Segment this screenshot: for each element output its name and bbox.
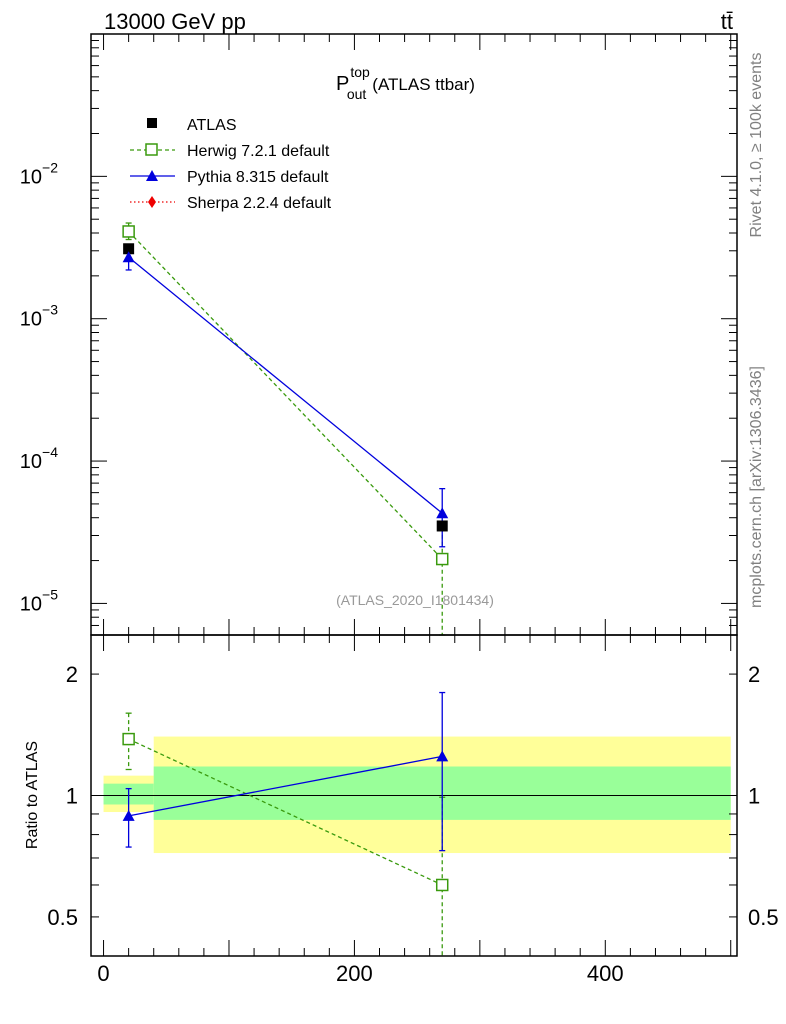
main-marker-atlas-0 (123, 243, 135, 255)
energy-label: 13000 GeV pp (104, 9, 246, 34)
legend-label-sherpa: Sherpa 2.2.4 default (187, 195, 332, 212)
legend-entry-atlas: ATLAS (147, 117, 237, 134)
ratio-line-pythia (128, 755, 443, 817)
process-label: tt̄ (721, 9, 733, 34)
main-ytick-label-1: 10−3 (20, 302, 58, 331)
ytick-exponent: −3 (42, 302, 58, 318)
ytick-exponent: −5 (42, 586, 58, 602)
legend-marker-sherpa (148, 196, 156, 208)
ratio-marker-pythia-0 (122, 809, 135, 821)
main-ytick-label-2: 10−4 (20, 444, 58, 473)
title-sup: top (350, 64, 370, 80)
axis-ticks (91, 33, 737, 957)
main-marker-pythia-0 (122, 251, 135, 263)
ratio-ytick-label-right-0: 2 (748, 662, 760, 687)
legend-label-herwig: Herwig 7.2.1 default (187, 143, 330, 160)
mcplots-label: mcplots.cern.ch [arXiv:1306.3436] (748, 366, 765, 608)
legend-marker-herwig (145, 143, 158, 156)
title-rest: (ATLAS ttbar) (372, 75, 475, 94)
axis-labels: 10−210−310−410−52 21 10.5 0.50 200 400 (20, 159, 779, 986)
data-markers (122, 225, 449, 892)
xtick-label-0: 0 (97, 961, 109, 986)
legend-marker-pythia (146, 170, 158, 181)
ratio-ytick-label-left-1: 1 (66, 784, 78, 809)
ytick-exponent: −2 (42, 159, 58, 175)
legend-marker-atlas (147, 118, 157, 128)
xtick-label-1: 200 (336, 961, 373, 986)
ratio-axis-label: Ratio to ATLAS (24, 741, 41, 849)
ratio-line-herwig (128, 738, 443, 886)
main-ytick-label-0: 10−2 (20, 159, 58, 188)
main-line-herwig (128, 231, 443, 560)
main-marker-atlas-1 (436, 520, 448, 532)
ratio-plot-frame (90, 634, 738, 957)
legend-entry-herwig: Herwig 7.2.1 default (130, 143, 330, 160)
ytick-base: 10 (20, 451, 42, 473)
main-line-pythia (128, 256, 443, 514)
ytick-base: 10 (20, 166, 42, 188)
main-marker-pythia-1 (436, 507, 449, 519)
xtick-label-2: 400 (587, 961, 624, 986)
main-marker-herwig-0 (122, 225, 135, 238)
ratio-marker-herwig-0 (122, 732, 135, 746)
legend-label-atlas: ATLAS (187, 117, 237, 134)
ratio-ytick-label-left-0: 2 (66, 662, 78, 687)
ratio-marker-herwig-1 (435, 878, 449, 892)
ytick-base: 10 (20, 309, 42, 331)
ratio-marker-pythia-1 (436, 750, 449, 762)
ratio-ytick-label-right-2: 0.5 (748, 905, 779, 930)
title-sub: out (347, 86, 367, 102)
ytick-exponent: −4 (42, 444, 58, 460)
title-main: P (336, 73, 349, 95)
main-ytick-label-3: 10−5 (20, 586, 58, 615)
ratio-ytick-label-left-2: 0.5 (47, 905, 78, 930)
legend-entry-sherpa: Sherpa 2.2.4 default (130, 195, 332, 212)
legend-label-pythia: Pythia 8.315 default (187, 169, 329, 186)
chart-title: Ptop out (ATLAS ttbar) (336, 64, 475, 102)
ratio-uncertainty-bands (91, 736, 737, 854)
series-lines (128, 231, 443, 886)
legend-entry-pythia: Pythia 8.315 default (130, 169, 329, 186)
legend: ATLAS Herwig 7.2.1 default Pythia 8.315 … (130, 117, 332, 212)
main-marker-herwig-1 (435, 552, 449, 566)
ytick-base: 10 (20, 593, 42, 615)
analysis-watermark: (ATLAS_2020_I1801434) (336, 592, 494, 608)
ratio-ytick-label-right-1: 1 (748, 784, 760, 809)
rivet-version-label: Rivet 4.1.0, ≥ 100k events (748, 53, 765, 238)
